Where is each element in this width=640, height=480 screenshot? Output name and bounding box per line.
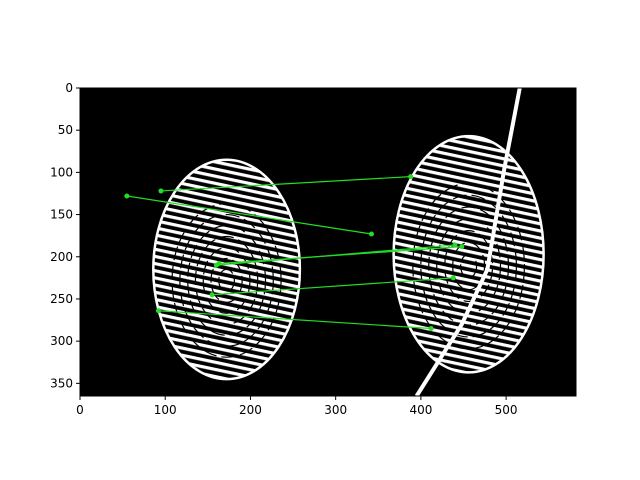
match-point <box>158 188 164 194</box>
match-pair <box>124 193 374 237</box>
ridge-whorl <box>179 213 274 347</box>
match-line <box>212 277 454 296</box>
match-point <box>459 244 465 250</box>
x-tick-label: 300 <box>324 403 347 417</box>
x-axis: 0 100 200 300 400 500 <box>76 396 518 417</box>
y-tick-label: 300 <box>50 334 73 348</box>
match-point <box>124 193 130 199</box>
match-pair <box>155 308 434 331</box>
y-tick-label: 200 <box>50 250 73 264</box>
match-point <box>452 242 458 248</box>
match-point <box>216 261 222 267</box>
y-tick-label: 250 <box>50 292 73 306</box>
ridge-whorl <box>202 246 251 314</box>
x-tick-label: 200 <box>239 403 262 417</box>
fingerprint-image <box>80 88 576 396</box>
ridge-whorl <box>187 224 267 336</box>
ridge-whorl <box>420 194 518 338</box>
ridge-whorl <box>460 253 478 279</box>
x-tick-label: 500 <box>495 403 518 417</box>
fingerprint-2 <box>392 134 545 374</box>
y-tick-label: 100 <box>50 165 73 179</box>
fingerprint-group <box>152 134 545 381</box>
y-tick-label: 350 <box>50 376 73 390</box>
match-line <box>160 176 411 192</box>
x-tick-label: 400 <box>409 403 432 417</box>
boundary-line <box>414 88 522 396</box>
match-point <box>408 174 414 180</box>
y-tick-label: 150 <box>50 208 73 222</box>
match-point <box>209 292 215 298</box>
x-tick-label: 0 <box>76 403 84 417</box>
ridge-whorl <box>194 235 259 325</box>
ridge-whorl <box>444 230 494 303</box>
match-pair <box>158 174 414 194</box>
match-point <box>428 325 434 331</box>
match-pair <box>216 244 465 267</box>
match-point <box>450 275 456 281</box>
match-point <box>368 231 374 237</box>
ridge-whorl <box>210 257 243 303</box>
ridge-whorl <box>428 206 510 326</box>
y-tick-label: 50 <box>58 123 73 137</box>
match-lines <box>124 174 465 331</box>
ridge-whorl <box>412 182 525 350</box>
x-tick-label: 100 <box>154 403 177 417</box>
y-axis: 0 50 100 150 200 250 300 350 <box>50 81 80 390</box>
match-line <box>158 310 432 330</box>
match-pair <box>209 275 456 298</box>
ridge-whorl <box>171 203 282 358</box>
y-tick-label: 0 <box>65 81 73 95</box>
match-line <box>218 246 462 265</box>
ridge-whorl <box>218 268 235 292</box>
match-line <box>126 195 372 235</box>
fingerprint-1 <box>152 158 302 381</box>
ridge-whorl <box>452 241 486 291</box>
match-point <box>155 308 161 314</box>
axes-frame <box>79 87 577 397</box>
